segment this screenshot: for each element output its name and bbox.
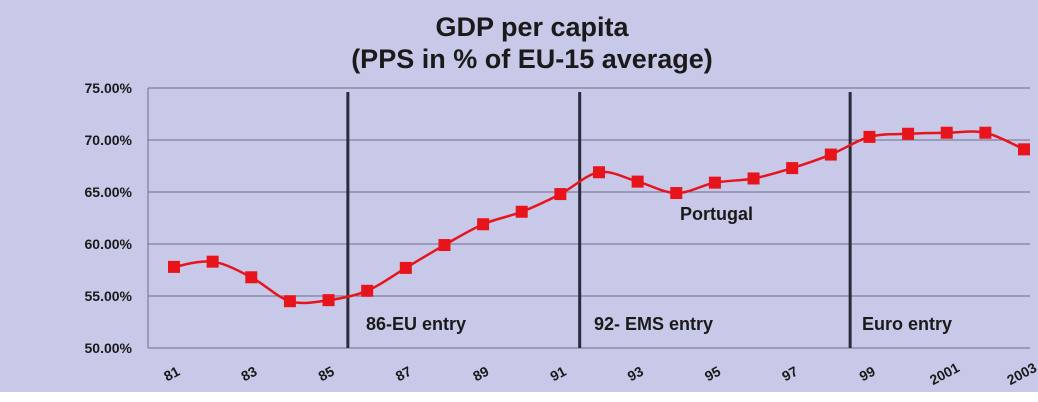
x-tick-label: 87 [393, 363, 414, 385]
data-point-marker [902, 127, 915, 140]
data-point-marker [283, 295, 296, 308]
data-point-marker [399, 261, 412, 274]
data-point-marker [863, 130, 876, 143]
data-point-marker [670, 187, 683, 200]
data-point-marker [206, 255, 219, 268]
bottom-strip [0, 392, 1038, 402]
data-point-marker [245, 271, 258, 284]
event-label: 86-EU entry [366, 314, 466, 334]
data-point-marker [979, 126, 992, 139]
data-point-marker [361, 284, 374, 297]
series-layer: Portugal [168, 126, 1030, 308]
x-tick-label: 85 [316, 363, 337, 385]
data-point-marker [322, 294, 335, 307]
data-point-marker [824, 148, 837, 161]
data-point-marker [747, 172, 760, 185]
event-label: 92- EMS entry [594, 314, 713, 334]
x-tick-label: 93 [625, 363, 646, 385]
data-point-marker [786, 162, 799, 175]
y-tick-label: 60.00% [85, 236, 133, 252]
event-label: Euro entry [862, 314, 952, 334]
data-point-marker [593, 166, 605, 179]
series-name-label: Portugal [680, 204, 753, 224]
x-tick-label: 89 [470, 363, 491, 385]
x-tick-label: 83 [238, 363, 259, 385]
y-tick-label: 75.00% [85, 80, 133, 96]
x-tick-label: 99 [856, 363, 877, 385]
event-lines: 86-EU entry 92- EMS entry Euro entry [346, 92, 952, 348]
chart-subtitle: (PPS in % of EU-15 average) [351, 44, 713, 74]
x-tick-label: 95 [702, 363, 723, 385]
x-tick-label: 81 [161, 363, 182, 385]
data-point-marker [940, 126, 953, 139]
data-point-marker [515, 205, 528, 218]
data-point-marker [1018, 143, 1030, 156]
x-tick-label: 91 [547, 363, 568, 385]
y-tick-label: 50.00% [85, 340, 133, 356]
y-axis-ticks: 50.00% 55.00% 60.00% 65.00% 70.00% 75.00% [85, 80, 133, 356]
data-point-marker [554, 188, 567, 201]
chart-title: GDP per capita [435, 12, 629, 42]
data-point-marker [168, 260, 180, 273]
data-point-marker [631, 175, 644, 188]
data-point-marker [477, 218, 490, 231]
y-tick-label: 70.00% [85, 132, 133, 148]
data-point-marker [438, 239, 451, 252]
y-tick-label: 55.00% [85, 288, 133, 304]
x-tick-label: 97 [779, 363, 800, 385]
data-point-marker [708, 176, 721, 189]
y-tick-label: 65.00% [85, 184, 133, 200]
